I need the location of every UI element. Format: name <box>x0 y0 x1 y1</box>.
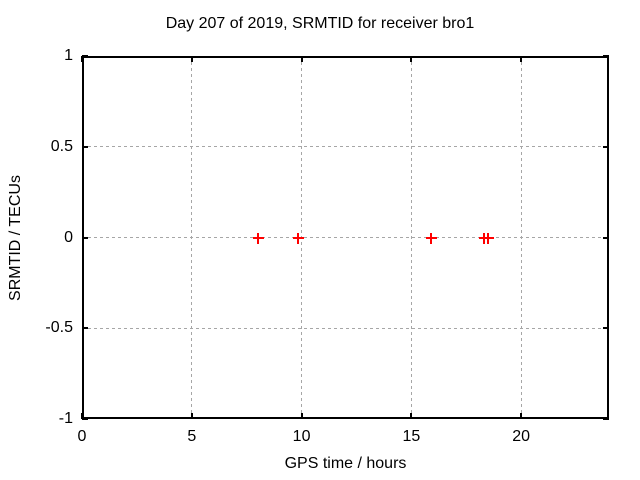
y-tick-label: 0.5 <box>50 137 73 155</box>
x-tick-label: 20 <box>512 428 531 445</box>
x-tick-label: 15 <box>402 428 421 445</box>
x-axis-label: GPS time / hours <box>284 455 407 472</box>
marker-vertical-bar <box>256 232 259 244</box>
y-tick-label: 0 <box>64 228 73 246</box>
y-tick-label: 1 <box>64 47 73 64</box>
x-tick-top <box>520 56 523 62</box>
y-tick-label: -0.5 <box>45 319 73 337</box>
chart-title: Day 207 of 2019, SRMTID for receiver bro… <box>165 15 475 32</box>
marker-vertical-bar <box>297 232 300 244</box>
y-tick-left <box>82 327 88 330</box>
x-tick-top <box>410 56 413 62</box>
y-tick-left <box>82 145 88 148</box>
y-gridline <box>82 146 609 148</box>
x-tick-label: 10 <box>292 428 311 445</box>
x-tick-bottom <box>300 413 303 419</box>
marker-vertical-bar <box>430 232 433 244</box>
y-tick-left <box>82 55 88 57</box>
y-tick-left <box>82 418 88 420</box>
x-tick-bottom <box>81 413 83 419</box>
y-tick-right <box>603 236 609 239</box>
y-axis-label: SRMTID / TECUs <box>7 175 24 301</box>
y-tick-left <box>82 236 88 239</box>
y-tick-right <box>603 418 609 420</box>
x-tick-label: 0 <box>77 428 87 445</box>
y-tick-right <box>603 55 609 57</box>
y-tick-label: -1 <box>58 410 73 427</box>
y-gridline <box>82 327 609 329</box>
x-tick-top <box>190 56 193 62</box>
x-tick-bottom <box>520 413 523 419</box>
y-tick-right <box>603 327 609 330</box>
plot-area: 0 5 10 15 20 -1 -0.5 0 0.5 1 <box>45 47 609 445</box>
x-tick-bottom <box>410 413 413 419</box>
x-tick-top <box>300 56 303 62</box>
y-gridline <box>82 237 609 238</box>
x-tick-bottom <box>190 413 193 419</box>
x-tick-label: 5 <box>187 428 197 445</box>
x-tick-top <box>81 56 83 62</box>
marker-vertical-bar <box>487 232 490 244</box>
y-tick-right <box>603 145 609 148</box>
